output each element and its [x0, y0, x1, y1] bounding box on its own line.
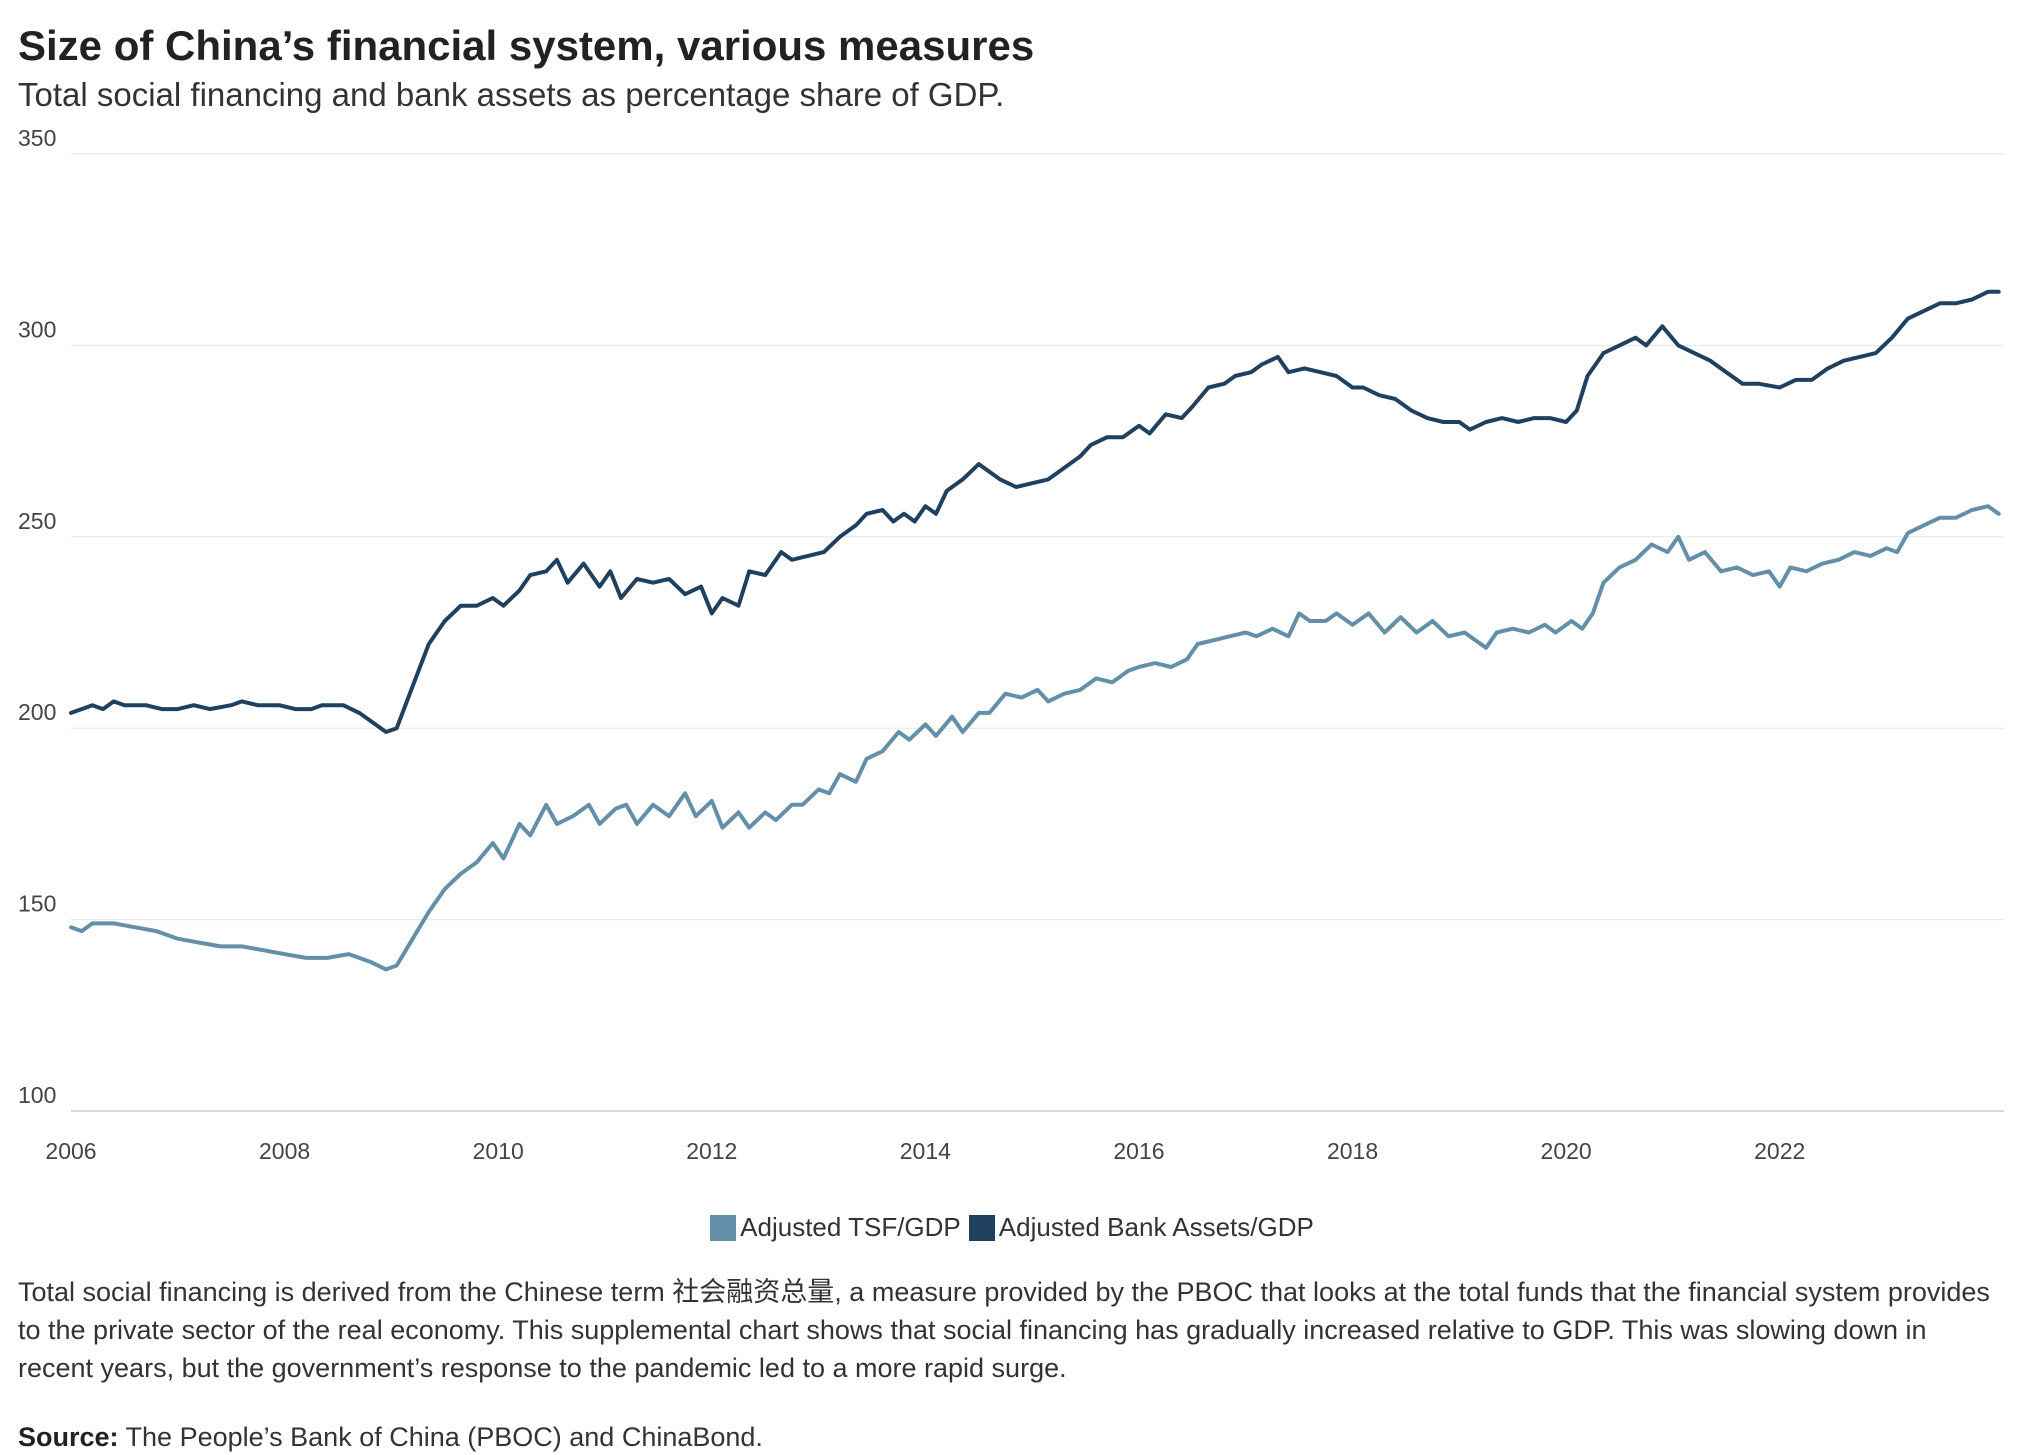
x-tick-label-2008: 2008 [259, 1138, 310, 1164]
legend-label-bank: Adjusted Bank Assets/GDP [998, 1212, 1314, 1242]
legend-item-tsf: Adjusted TSF/GDP [710, 1212, 961, 1243]
x-axis: 2006 2008 2010 2012 2014 2016 2018 2020 2022 [45, 1138, 1805, 1164]
x-tick-label-2012: 2012 [686, 1138, 737, 1164]
source-text: The People’s Bank of China (PBOC) and Ch… [118, 1422, 763, 1452]
x-tick-label-2020: 2020 [1541, 1138, 1592, 1164]
series-line-tsf [69, 504, 2001, 972]
y-tick-label-300: 300 [18, 316, 56, 342]
legend: Adjusted TSF/GDP Adjusted Bank Assets/GD… [0, 1212, 2024, 1243]
series-layer [69, 289, 2001, 972]
chart-subtitle: Total social financing and bank assets a… [18, 76, 1005, 113]
y-tick-label-250: 250 [18, 508, 56, 534]
legend-swatch-tsf [710, 1214, 737, 1241]
x-tick-label-2006: 2006 [45, 1138, 96, 1164]
y-tick-label-350: 350 [18, 130, 56, 151]
y-tick-label-100: 100 [18, 1082, 56, 1108]
x-tick-label-2018: 2018 [1327, 1138, 1378, 1164]
x-tick-label-2014: 2014 [900, 1138, 951, 1164]
x-tick-label-2022: 2022 [1754, 1138, 1805, 1164]
source-label: Source: [18, 1422, 119, 1452]
y-tick-label-150: 150 [18, 891, 56, 917]
y-axis: 100 150 200 250 300 350 [18, 130, 56, 1108]
grid-layer [71, 153, 2004, 1112]
chart-title: Size of China’s financial system, variou… [18, 22, 1035, 69]
legend-swatch-bank [968, 1214, 995, 1241]
legend-item-bank: Adjusted Bank Assets/GDP [968, 1212, 1314, 1243]
x-tick-label-2016: 2016 [1113, 1138, 1164, 1164]
y-tick-label-200: 200 [18, 699, 56, 725]
x-tick-label-2010: 2010 [473, 1138, 524, 1164]
series-line-bank-assets [69, 289, 2001, 734]
legend-label-tsf: Adjusted TSF/GDP [740, 1212, 961, 1242]
chart-note: Total social financing is derived from t… [18, 1277, 1990, 1383]
source-line: Source: The People’s Bank of China (PBOC… [18, 1422, 763, 1453]
